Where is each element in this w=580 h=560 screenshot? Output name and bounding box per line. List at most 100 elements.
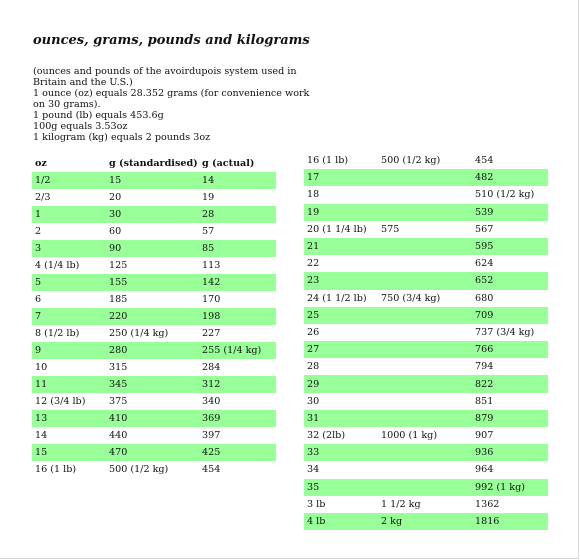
table-row: 28 794	[304, 358, 548, 375]
cell-g-actual: 312	[199, 376, 276, 393]
cell-g-standardised: 185	[109, 294, 128, 305]
table-row: 27 766	[304, 341, 548, 359]
table-row: 34 964	[304, 461, 548, 478]
table-row: 6 185 170	[32, 291, 276, 308]
table-row: 20 (1 1/4 lb) 575 567	[304, 221, 548, 238]
cell-g-actual: 1816	[472, 512, 548, 531]
cell-oz: 10	[35, 362, 48, 373]
cell-oz: 31	[304, 409, 378, 427]
cell-g-actual: 1362	[475, 498, 500, 510]
cell-oz: 30	[307, 395, 320, 407]
cell-oz: 26	[307, 326, 320, 338]
cell-oz: 27	[304, 341, 378, 359]
table-row: 3 90 85	[32, 240, 276, 257]
cell-g-actual: 482	[472, 169, 548, 187]
cell-g-actual: 737 (3/4 kg)	[475, 326, 535, 338]
cell-oz: 34	[307, 464, 320, 476]
cell-g-standardised	[378, 272, 472, 290]
cell-oz: 16 (1 lb)	[307, 155, 349, 167]
cell-g-standardised: 1000 (1 kg)	[381, 430, 438, 442]
cell-g-actual: 879	[472, 409, 548, 427]
cell-g-standardised	[378, 169, 472, 187]
cell-oz: 4 (1/4 lb)	[35, 260, 80, 271]
table-row: 4 (1/4 lb) 125 113	[32, 257, 276, 274]
table-row: 1 30 28	[32, 206, 276, 223]
cell-oz: 24 (1 1/2 lb)	[307, 292, 367, 304]
cell-g-standardised	[378, 255, 472, 272]
cell-g-standardised: 575	[381, 223, 400, 235]
cell-g-standardised	[378, 358, 472, 375]
cell-oz: 28	[307, 361, 320, 373]
cell-g-standardised: 90	[106, 240, 199, 257]
table-row: 25 709	[304, 306, 548, 324]
table-row: 8 (1/2 lb) 250 (1/4 kg) 227	[32, 325, 276, 342]
cell-oz: 9	[32, 342, 106, 359]
cell-g-actual: 57	[202, 226, 215, 237]
cell-g-actual: 595	[472, 237, 548, 256]
conversion-table-left: oz g (standardised) g (actual) 1/2 15 14 2/…	[32, 154, 276, 478]
cell-g-standardised: 470	[106, 444, 199, 461]
left-table-body: 1/2 15 14 2/3 20 19 1 30 28 2 60 57 3 90 85 4 (1/4 lb) 1…	[32, 172, 276, 478]
cell-g-actual: 936	[472, 444, 548, 462]
cell-g-actual: 85	[199, 240, 276, 257]
cell-g-standardised	[378, 341, 472, 359]
cell-g-standardised	[378, 393, 472, 410]
cell-g-actual: 454	[475, 155, 494, 167]
cell-oz: 19	[304, 203, 378, 221]
table-row: 22 624	[304, 255, 548, 272]
cell-g-actual: 851	[475, 395, 494, 407]
cell-oz: 15	[32, 444, 106, 461]
cell-g-actual: 992 (1 kg)	[472, 478, 548, 496]
table-row: 12 (3/4 lb) 375 340	[32, 393, 276, 410]
cell-oz: 6	[35, 294, 42, 305]
table-row: 18 510 (1/2 kg)	[304, 186, 548, 203]
intro-line: 100g equals 3.53oz	[33, 121, 128, 132]
cell-oz: 7	[32, 308, 106, 325]
cell-oz: 29	[304, 375, 378, 393]
cell-oz: 2	[35, 226, 42, 237]
intro-line: on 30 grams).	[33, 99, 101, 110]
cell-g-standardised	[378, 478, 472, 496]
cell-g-standardised	[378, 444, 472, 462]
cell-oz: 20 (1 1/4 lb)	[307, 223, 367, 235]
cell-g-standardised	[378, 186, 472, 203]
cell-oz: 16 (1 lb)	[35, 464, 77, 475]
cell-oz: 21	[304, 237, 378, 256]
cell-g-standardised	[378, 306, 472, 324]
cell-oz: 32 (2lb)	[307, 430, 346, 442]
table-row: 4 lb 2 kg 1816	[304, 512, 548, 531]
cell-g-standardised: 500 (1/2 kg)	[109, 464, 169, 475]
cell-g-actual: 624	[475, 258, 494, 270]
table-row: 3 lb 1 1/2 kg 1362	[304, 496, 548, 513]
cell-g-standardised	[378, 237, 472, 256]
cell-g-actual: 425	[199, 444, 276, 461]
cell-oz: 23	[304, 272, 378, 290]
cell-g-standardised: 500 (1/2 kg)	[381, 155, 441, 167]
table-row: 17 482	[304, 169, 548, 187]
cell-oz: 22	[307, 258, 320, 270]
cell-g-actual: 567	[475, 223, 494, 235]
table-row: 19 539	[304, 203, 548, 221]
cell-g-actual: 255 (1/4 kg)	[199, 342, 276, 359]
cell-g-actual: 142	[199, 274, 276, 291]
cell-oz: 11	[32, 376, 106, 393]
table-row: 2 60 57	[32, 223, 276, 240]
cell-g-actual: 539	[472, 203, 548, 221]
conversion-table-right: 16 (1 lb) 500 (1/2 kg) 454 17 482 18 510 (1/2 …	[304, 152, 548, 531]
cell-oz: 1/2	[32, 172, 106, 189]
cell-g-standardised	[378, 324, 472, 341]
cell-g-actual: 170	[202, 294, 221, 305]
cell-g-standardised	[378, 203, 472, 221]
table-row: 35 992 (1 kg)	[304, 478, 548, 496]
intro-line: 1 kilogram (kg) equals 2 pounds 3oz	[33, 132, 211, 143]
cell-g-actual: 709	[472, 306, 548, 324]
table-header-row: oz g (standardised) g (actual)	[32, 154, 276, 172]
table-row: 7 220 198	[32, 308, 276, 325]
table-row: 16 (1 lb) 500 (1/2 kg) 454	[32, 461, 276, 478]
cell-g-actual: 369	[199, 410, 276, 427]
cell-g-actual: 766	[472, 341, 548, 359]
cell-g-actual: 964	[475, 464, 494, 476]
cell-g-actual: 397	[202, 430, 221, 441]
cell-g-standardised	[378, 409, 472, 427]
cell-g-actual: 510 (1/2 kg)	[475, 189, 535, 201]
